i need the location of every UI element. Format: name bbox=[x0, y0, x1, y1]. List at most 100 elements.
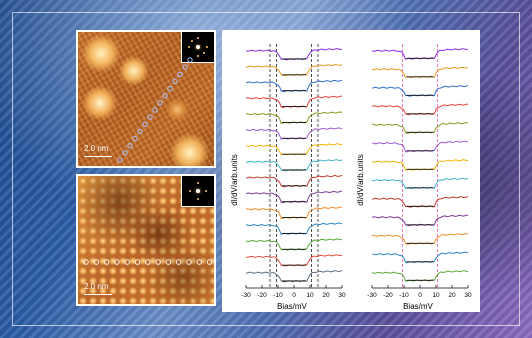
spectra-left-ylabel: dI/dV/arb.units bbox=[230, 154, 239, 206]
spectrum-curve bbox=[371, 85, 469, 97]
x-tick-label: 30 bbox=[464, 292, 472, 299]
spectrum-curve bbox=[371, 270, 468, 282]
marker-circle bbox=[182, 64, 188, 70]
spectra-figure-background bbox=[222, 30, 480, 312]
spectrum-curve bbox=[245, 254, 343, 267]
marker-circle bbox=[147, 114, 153, 120]
fft-spot bbox=[206, 46, 208, 48]
x-tick-label: -30 bbox=[367, 292, 377, 299]
stm-image-bottom: 2.0 nm bbox=[76, 174, 216, 306]
marker-circle bbox=[127, 143, 133, 149]
fft-inset-top bbox=[181, 32, 214, 63]
marker-circle bbox=[206, 259, 213, 265]
spectra-plot-right: dI/dV/arb.units Bias/mV -30 -20 -10 0 10 20 30 bbox=[356, 44, 472, 311]
marker-circle bbox=[152, 107, 158, 113]
x-tick-label: -20 bbox=[383, 292, 393, 299]
spectrum-curve bbox=[245, 270, 343, 283]
marker-row-bottom bbox=[83, 259, 213, 265]
spectra-right-xlabel: Bias/mV bbox=[403, 302, 433, 311]
spectrum-curve bbox=[245, 95, 343, 109]
marker-circle bbox=[132, 135, 138, 142]
fft-center-spot bbox=[196, 189, 200, 193]
x-tick-label: 20 bbox=[448, 292, 456, 299]
marker-circle bbox=[172, 78, 178, 85]
fft-spot bbox=[205, 190, 207, 192]
x-tick-label: 10 bbox=[306, 292, 314, 299]
spectrum-curve bbox=[371, 140, 469, 153]
spectrum-curve bbox=[245, 206, 343, 219]
spectra-plot-left: dI/dV/arb.units Bias/mV -30 -20 -10 0 10 20 30 bbox=[230, 44, 346, 311]
marker-circle bbox=[124, 259, 130, 265]
marker-circle bbox=[134, 259, 141, 265]
scale-bar-top bbox=[84, 156, 112, 157]
marker-circle bbox=[117, 157, 123, 163]
fft-center-spot bbox=[196, 45, 200, 49]
marker-circle bbox=[83, 259, 89, 265]
marker-circle bbox=[186, 259, 192, 265]
x-tick-label: 20 bbox=[322, 292, 330, 299]
marker-circle bbox=[142, 121, 148, 128]
marker-circle bbox=[175, 259, 182, 265]
spectrum-curve bbox=[245, 143, 343, 156]
fft-spot bbox=[197, 182, 199, 184]
spectrum-curve bbox=[371, 214, 469, 227]
marker-circle bbox=[122, 150, 128, 156]
spectrum-curve bbox=[371, 159, 469, 171]
marker-circle bbox=[167, 85, 173, 92]
marker-circle bbox=[103, 259, 110, 265]
x-tick-label: 0 bbox=[292, 292, 296, 299]
spectrum-curve bbox=[372, 122, 469, 134]
spectrum-curve bbox=[245, 190, 342, 204]
marker-circle bbox=[157, 100, 163, 106]
spectrum-curve bbox=[371, 48, 469, 60]
marker-circle bbox=[114, 259, 120, 265]
x-tick-label: 0 bbox=[418, 292, 422, 299]
fft-spot bbox=[197, 198, 199, 200]
outer-frame bbox=[12, 12, 520, 326]
spectra-left-xlabel: Bias/mV bbox=[277, 302, 307, 311]
spectrum-curve bbox=[245, 222, 343, 236]
spectrum-curve bbox=[245, 238, 343, 251]
fft-spot bbox=[197, 37, 199, 39]
fft-inset-bottom bbox=[181, 176, 214, 207]
spectrum-curve bbox=[371, 233, 469, 245]
scale-label-top: 2.0 nm bbox=[84, 144, 109, 153]
marker-circle bbox=[155, 259, 161, 265]
x-tick-label: -30 bbox=[241, 292, 251, 299]
spectrum-curve bbox=[246, 111, 343, 124]
fft-spot bbox=[191, 40, 193, 42]
spectrum-curve bbox=[245, 159, 343, 172]
spectrum-curve bbox=[245, 127, 343, 140]
spectrum-curve bbox=[371, 177, 469, 190]
x-tick-label: -10 bbox=[273, 292, 283, 299]
spectrum-curve bbox=[371, 251, 469, 264]
fft-spot bbox=[188, 46, 190, 48]
spectrum-curve bbox=[371, 103, 469, 116]
marker-path-top bbox=[117, 57, 193, 163]
marker-circle bbox=[145, 259, 151, 265]
marker-circle bbox=[93, 259, 100, 265]
marker-circle bbox=[196, 259, 203, 265]
spectrum-curve bbox=[245, 79, 343, 93]
fft-spot bbox=[189, 190, 191, 192]
scale-label-bottom: 2.0 nm bbox=[84, 282, 109, 291]
marker-circle bbox=[187, 57, 193, 63]
marker-circle bbox=[165, 259, 172, 265]
marker-circle bbox=[137, 128, 143, 135]
spectrum-curve bbox=[245, 174, 343, 188]
fft-spot bbox=[203, 52, 205, 54]
spectrum-curve bbox=[371, 196, 469, 208]
x-tick-label: 10 bbox=[432, 292, 440, 299]
x-tick-label: 30 bbox=[338, 292, 346, 299]
marker-circle bbox=[177, 71, 183, 77]
x-tick-label: -10 bbox=[399, 292, 409, 299]
spectrum-curve bbox=[246, 63, 343, 77]
spectrum-curve bbox=[372, 66, 469, 78]
x-tick-label: -20 bbox=[257, 292, 267, 299]
spectra-right-ylabel: dI/dV/arb.units bbox=[356, 154, 365, 206]
spectrum-curve bbox=[245, 48, 343, 61]
stm-image-top: 2.0 nm bbox=[76, 30, 216, 168]
marker-circle bbox=[162, 93, 168, 99]
fft-spot bbox=[197, 55, 199, 57]
scale-bar-bottom bbox=[84, 294, 112, 295]
